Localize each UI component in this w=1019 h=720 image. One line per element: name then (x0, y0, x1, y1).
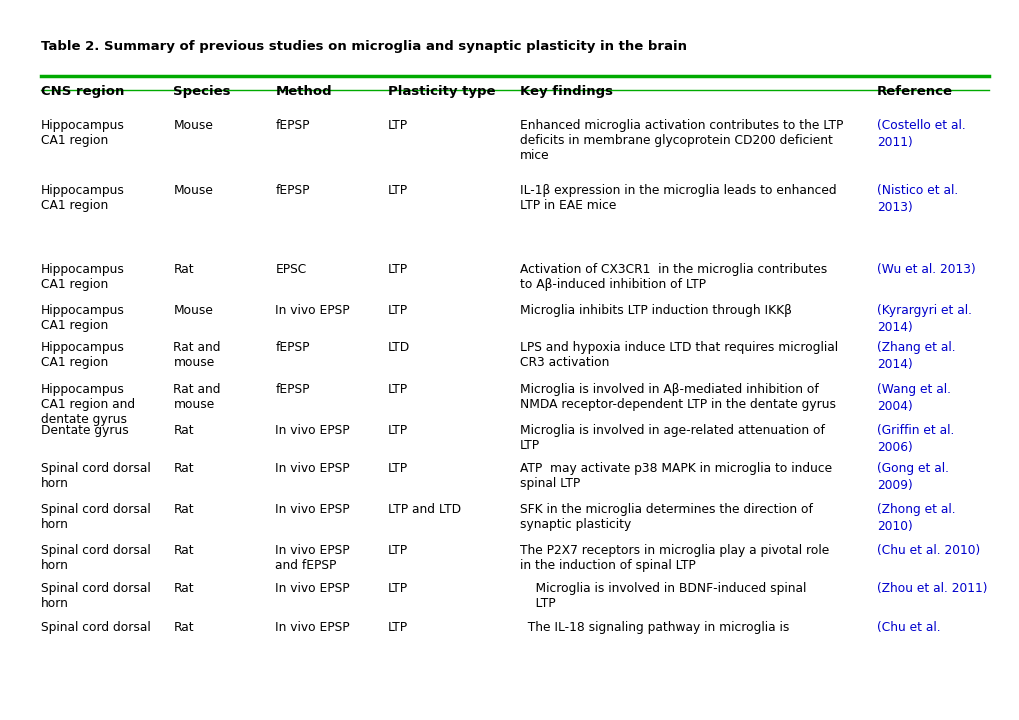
Text: LTP: LTP (387, 304, 408, 317)
Text: Mouse: Mouse (173, 119, 213, 132)
Text: Microglia inhibits LTP induction through IKKβ: Microglia inhibits LTP induction through… (520, 304, 792, 317)
Text: In vivo EPSP: In vivo EPSP (275, 304, 350, 317)
Text: Mouse: Mouse (173, 184, 213, 197)
Text: LTP: LTP (387, 383, 408, 396)
Text: Rat: Rat (173, 462, 194, 475)
Text: Reference: Reference (876, 85, 953, 98)
Text: SFK in the microglia determines the direction of
synaptic plasticity: SFK in the microglia determines the dire… (520, 503, 812, 531)
Text: Dentate gyrus: Dentate gyrus (41, 424, 128, 437)
Text: fEPSP: fEPSP (275, 184, 310, 197)
Text: (Zhang et al.
2014): (Zhang et al. 2014) (876, 341, 955, 371)
Text: Plasticity type: Plasticity type (387, 85, 494, 98)
Text: fEPSP: fEPSP (275, 341, 310, 354)
Text: Table 2. Summary of previous studies on microglia and synaptic plasticity in the: Table 2. Summary of previous studies on … (41, 40, 686, 53)
Text: Hippocampus
CA1 region and
dentate gyrus: Hippocampus CA1 region and dentate gyrus (41, 383, 135, 426)
Text: Rat: Rat (173, 424, 194, 437)
Text: Rat: Rat (173, 544, 194, 557)
Text: Microglia is involved in Aβ-mediated inhibition of
NMDA receptor-dependent LTP i: Microglia is involved in Aβ-mediated inh… (520, 383, 836, 411)
Text: LTP: LTP (387, 424, 408, 437)
Text: In vivo EPSP: In vivo EPSP (275, 424, 350, 437)
Text: Enhanced microglia activation contributes to the LTP
deficits in membrane glycop: Enhanced microglia activation contribute… (520, 119, 843, 162)
Text: Key findings: Key findings (520, 85, 612, 98)
Text: Hippocampus
CA1 region: Hippocampus CA1 region (41, 119, 124, 147)
Text: LTP: LTP (387, 621, 408, 634)
Text: Rat and
mouse: Rat and mouse (173, 383, 221, 411)
Text: EPSC: EPSC (275, 263, 307, 276)
Text: LTP: LTP (387, 119, 408, 132)
Text: Spinal cord dorsal: Spinal cord dorsal (41, 621, 151, 634)
Text: Microglia is involved in age-related attenuation of
LTP: Microglia is involved in age-related att… (520, 424, 824, 452)
Text: Hippocampus
CA1 region: Hippocampus CA1 region (41, 263, 124, 291)
Text: Hippocampus
CA1 region: Hippocampus CA1 region (41, 304, 124, 332)
Text: (Nistico et al.
2013): (Nistico et al. 2013) (876, 184, 958, 214)
Text: LTP: LTP (387, 544, 408, 557)
Text: Rat: Rat (173, 582, 194, 595)
Text: Spinal cord dorsal
horn: Spinal cord dorsal horn (41, 462, 151, 490)
Text: (Gong et al.
2009): (Gong et al. 2009) (876, 462, 949, 492)
Text: (Wu et al. 2013): (Wu et al. 2013) (876, 263, 975, 276)
Text: The IL-18 signaling pathway in microglia is: The IL-18 signaling pathway in microglia… (520, 621, 789, 634)
Text: fEPSP: fEPSP (275, 383, 310, 396)
Text: LPS and hypoxia induce LTD that requires microglial
CR3 activation: LPS and hypoxia induce LTD that requires… (520, 341, 838, 369)
Text: IL-1β expression in the microglia leads to enhanced
LTP in EAE mice: IL-1β expression in the microglia leads … (520, 184, 836, 212)
Text: Rat: Rat (173, 621, 194, 634)
Text: (Wang et al.
2004): (Wang et al. 2004) (876, 383, 951, 413)
Text: LTP: LTP (387, 582, 408, 595)
Text: Hippocampus
CA1 region: Hippocampus CA1 region (41, 341, 124, 369)
Text: (Chu et al. 2010): (Chu et al. 2010) (876, 544, 979, 557)
Text: (Griffin et al.
2006): (Griffin et al. 2006) (876, 424, 954, 454)
Text: LTP: LTP (387, 184, 408, 197)
Text: fEPSP: fEPSP (275, 119, 310, 132)
Text: Rat: Rat (173, 263, 194, 276)
Text: Spinal cord dorsal
horn: Spinal cord dorsal horn (41, 503, 151, 531)
Text: In vivo EPSP
and fEPSP: In vivo EPSP and fEPSP (275, 544, 350, 572)
Text: LTP: LTP (387, 263, 408, 276)
Text: Mouse: Mouse (173, 304, 213, 317)
Text: (Zhou et al. 2011): (Zhou et al. 2011) (876, 582, 986, 595)
Text: Microglia is involved in BDNF-induced spinal
    LTP: Microglia is involved in BDNF-induced sp… (520, 582, 806, 610)
Text: LTP: LTP (387, 462, 408, 475)
Text: Spinal cord dorsal
horn: Spinal cord dorsal horn (41, 582, 151, 610)
Text: The P2X7 receptors in microglia play a pivotal role
in the induction of spinal L: The P2X7 receptors in microglia play a p… (520, 544, 828, 572)
Text: LTP and LTD: LTP and LTD (387, 503, 461, 516)
Text: Hippocampus
CA1 region: Hippocampus CA1 region (41, 184, 124, 212)
Text: Spinal cord dorsal
horn: Spinal cord dorsal horn (41, 544, 151, 572)
Text: In vivo EPSP: In vivo EPSP (275, 621, 350, 634)
Text: (Chu et al.: (Chu et al. (876, 621, 940, 634)
Text: Rat and
mouse: Rat and mouse (173, 341, 221, 369)
Text: Method: Method (275, 85, 332, 98)
Text: (Zhong et al.
2010): (Zhong et al. 2010) (876, 503, 955, 533)
Text: CNS region: CNS region (41, 85, 124, 98)
Text: Rat: Rat (173, 503, 194, 516)
Text: LTD: LTD (387, 341, 410, 354)
Text: In vivo EPSP: In vivo EPSP (275, 503, 350, 516)
Text: In vivo EPSP: In vivo EPSP (275, 582, 350, 595)
Text: ATP  may activate p38 MAPK in microglia to induce
spinal LTP: ATP may activate p38 MAPK in microglia t… (520, 462, 832, 490)
Text: Activation of CX3CR1  in the microglia contributes
to Aβ-induced inhibition of L: Activation of CX3CR1 in the microglia co… (520, 263, 826, 291)
Text: (Kyrargyri et al.
2014): (Kyrargyri et al. 2014) (876, 304, 971, 334)
Text: In vivo EPSP: In vivo EPSP (275, 462, 350, 475)
Text: (Costello et al.
2011): (Costello et al. 2011) (876, 119, 965, 149)
Text: Species: Species (173, 85, 230, 98)
